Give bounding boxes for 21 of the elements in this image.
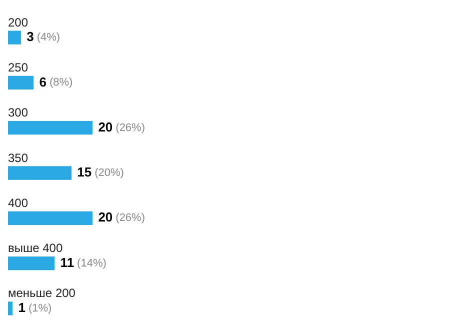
bar [8, 30, 21, 44]
data-label: 6 (8%) [39, 74, 73, 90]
bar [8, 76, 34, 90]
y-tick-label: меньше 200 [8, 286, 76, 300]
bar [8, 166, 72, 180]
bar [8, 302, 13, 316]
data-label: 20 (26%) [98, 119, 145, 134]
y-tick-label: 400 [8, 196, 28, 210]
data-label: 15 (20%) [77, 164, 124, 180]
bar [8, 256, 55, 270]
data-label: 20 (26%) [98, 210, 145, 225]
y-tick-label: 200 [8, 15, 28, 30]
data-label: 1 (1%) [18, 300, 52, 316]
data-label: 11 (14%) [60, 254, 106, 270]
bar [8, 211, 93, 225]
y-tick-label: 350 [8, 150, 28, 165]
y-tick-label: 300 [8, 106, 28, 120]
y-tick-label: выше 400 [8, 241, 63, 256]
y-tick-label: 250 [8, 60, 28, 75]
bar [8, 121, 93, 135]
data-label: 3 (4%) [26, 29, 60, 44]
